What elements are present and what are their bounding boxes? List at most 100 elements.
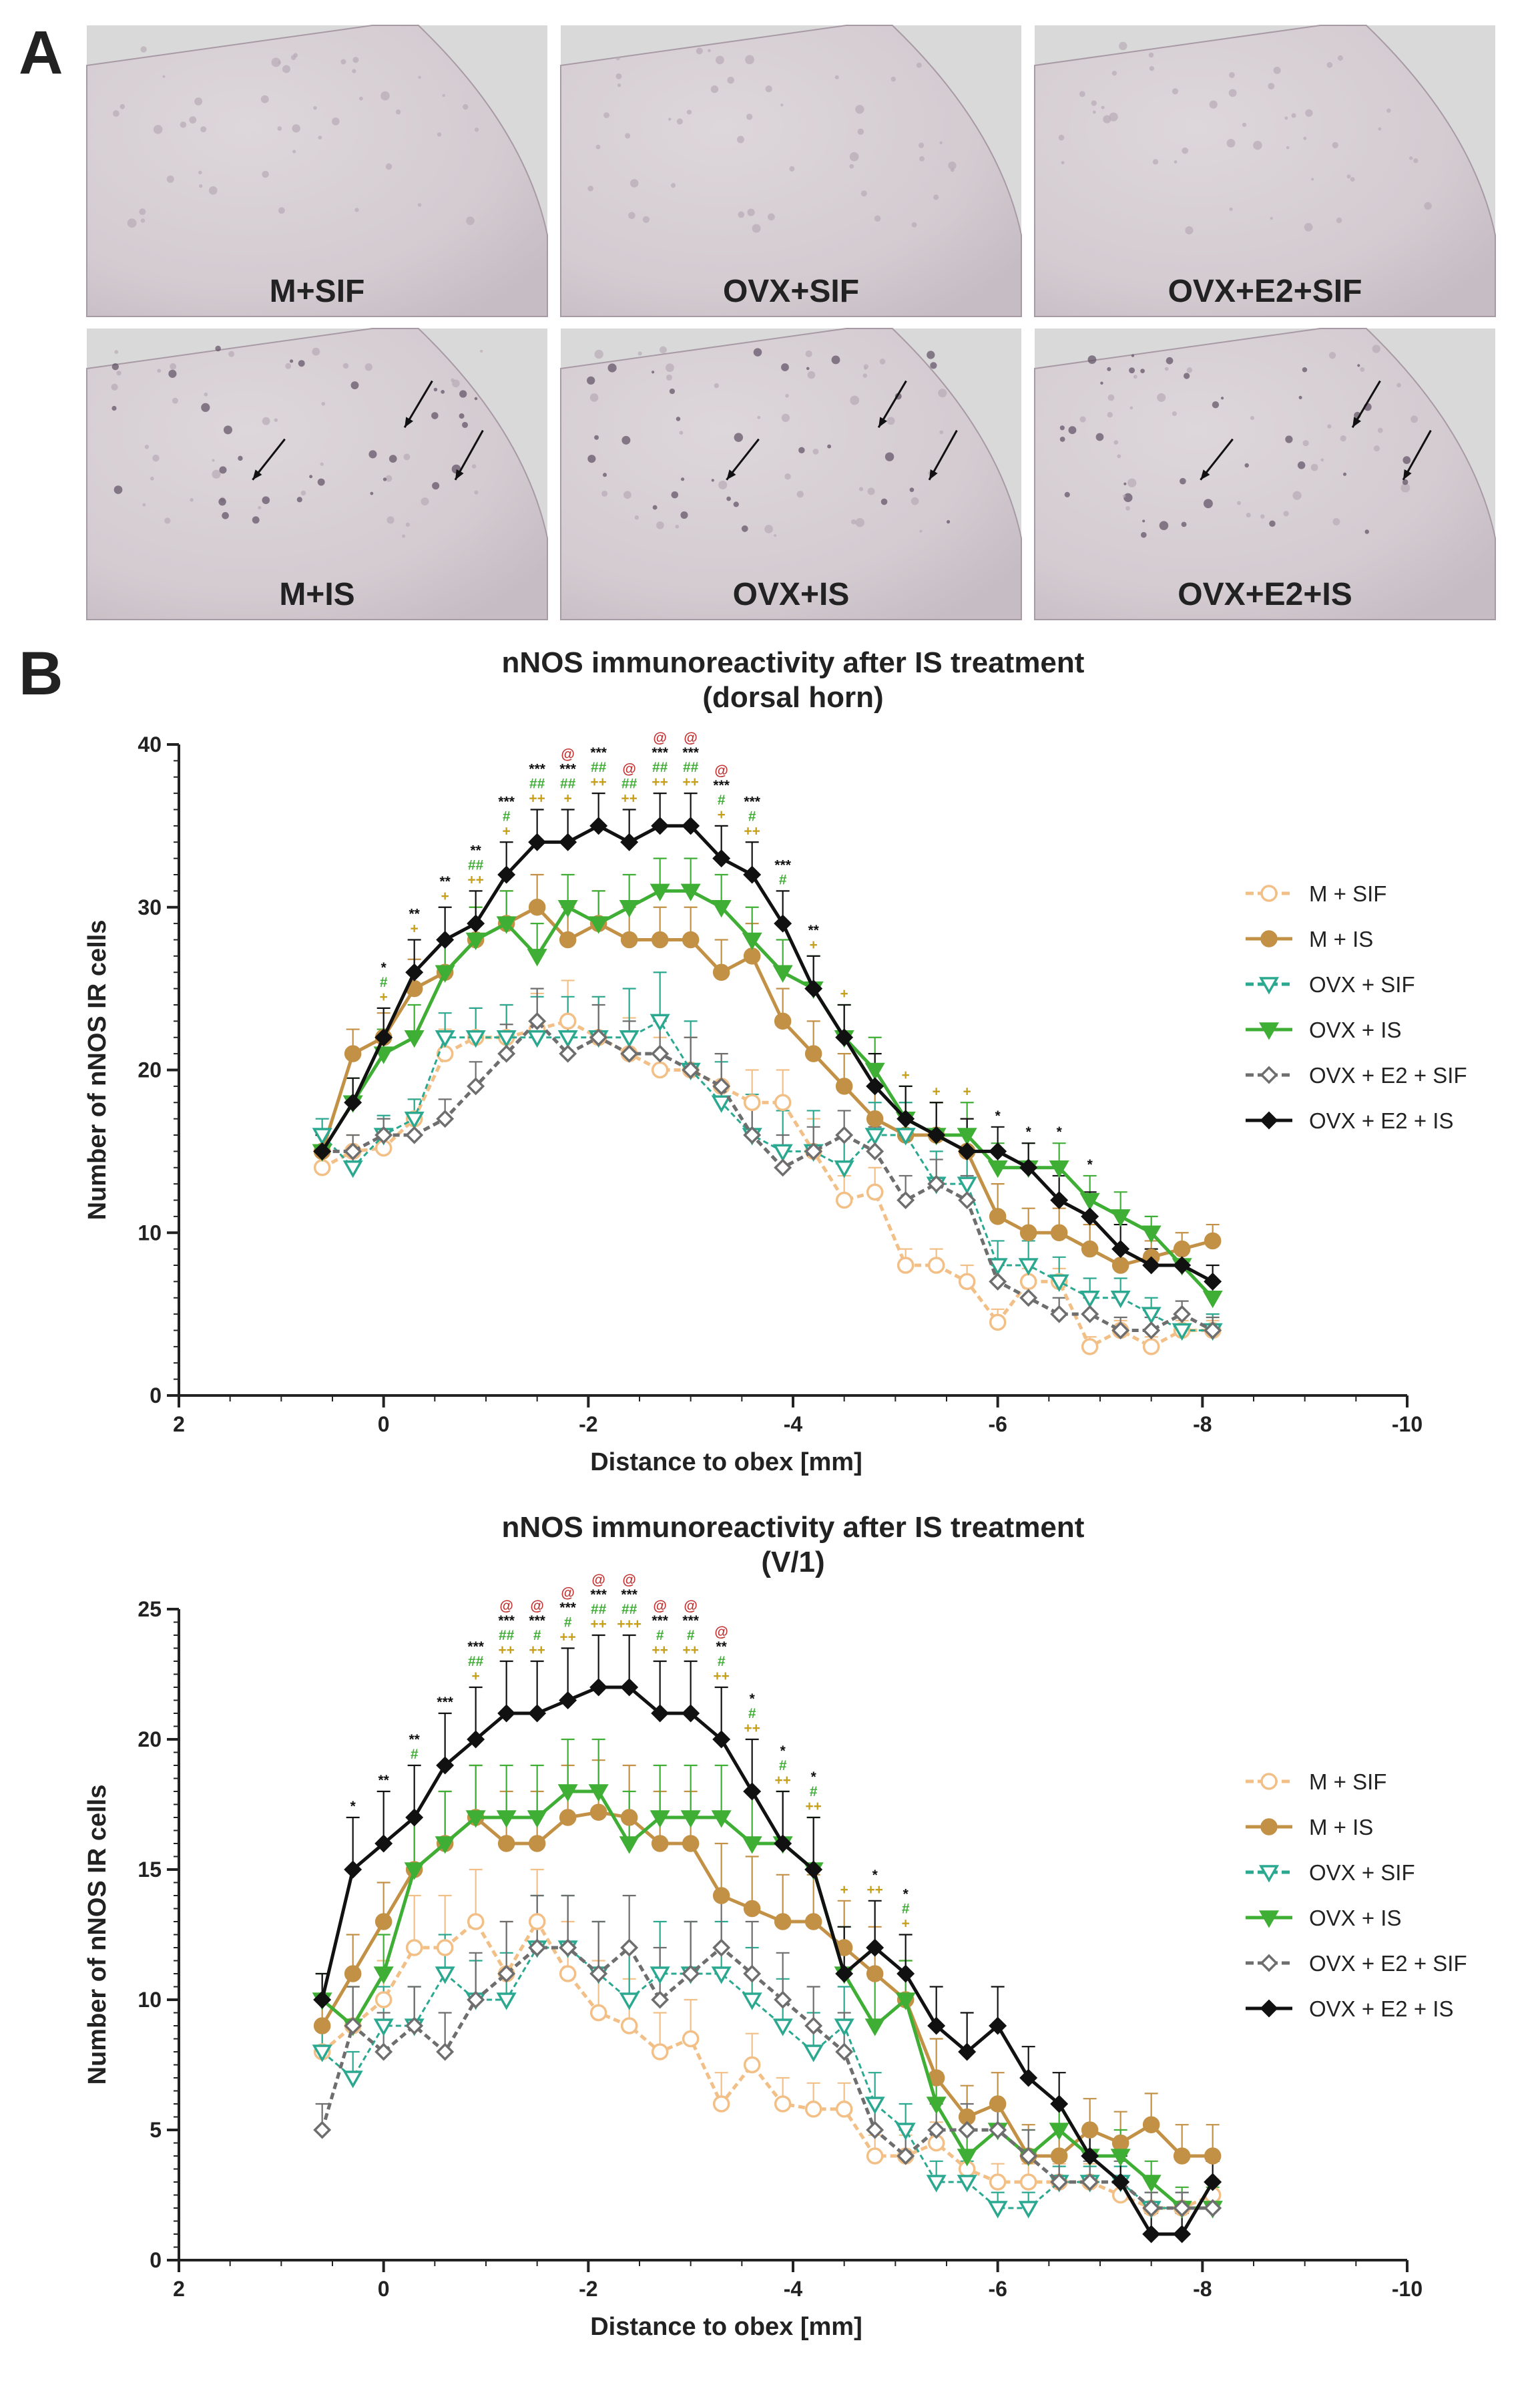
data-point bbox=[772, 965, 793, 983]
data-point bbox=[1018, 1258, 1039, 1276]
stained-cell bbox=[1373, 445, 1380, 452]
series-line-ovx-e2-sif bbox=[322, 1019, 1214, 1332]
data-point bbox=[344, 1860, 362, 1879]
stained-cell bbox=[587, 186, 593, 192]
stained-cell bbox=[806, 367, 810, 371]
data-point bbox=[619, 1030, 639, 1048]
stained-cell bbox=[162, 75, 166, 78]
stained-cell bbox=[1203, 499, 1213, 509]
stained-cell bbox=[1402, 456, 1411, 464]
stained-cell bbox=[634, 515, 639, 520]
data-point bbox=[835, 2042, 854, 2061]
micrograph-ovx-is: OVX+IS bbox=[560, 328, 1022, 620]
stained-cell bbox=[933, 194, 939, 200]
stained-cell bbox=[1302, 440, 1309, 447]
data-point bbox=[1019, 2147, 1038, 2165]
stained-cell bbox=[164, 517, 171, 524]
significance-mark: + bbox=[963, 1084, 971, 1099]
stained-cell bbox=[352, 69, 356, 73]
significance-mark: # bbox=[748, 1706, 756, 1721]
stained-cell bbox=[796, 491, 804, 498]
significance-mark: @ bbox=[499, 1598, 513, 1614]
legend-label: M + IS bbox=[1309, 927, 1373, 951]
stained-cell bbox=[727, 76, 735, 84]
data-point bbox=[559, 1965, 577, 1982]
stained-cell bbox=[1310, 463, 1318, 471]
data-point bbox=[1142, 1256, 1161, 1275]
series-line-m-sif bbox=[321, 1019, 1213, 1349]
data-point bbox=[743, 947, 761, 965]
series-line-m-sif bbox=[321, 1920, 1214, 2210]
data-point bbox=[528, 1913, 546, 1930]
stained-cell bbox=[916, 62, 922, 68]
data-point bbox=[651, 931, 669, 949]
significance-mark: * bbox=[995, 1108, 1001, 1124]
data-point bbox=[711, 1095, 732, 1113]
stained-cell bbox=[656, 521, 664, 529]
data-point bbox=[619, 1836, 639, 1854]
data-point bbox=[650, 883, 670, 901]
data-point bbox=[1050, 1224, 1068, 1241]
significance-mark: *** bbox=[652, 1613, 668, 1628]
x-tick-label: -6 bbox=[988, 1412, 1007, 1436]
stained-cell bbox=[1291, 113, 1296, 118]
data-point bbox=[344, 1965, 362, 1982]
stained-cell bbox=[1305, 109, 1313, 117]
stained-cell bbox=[1107, 367, 1111, 371]
data-point bbox=[712, 1938, 731, 1957]
data-point bbox=[834, 1160, 854, 1178]
stained-cell bbox=[189, 116, 197, 124]
arrow-head-icon bbox=[405, 417, 413, 428]
data-point bbox=[1173, 1240, 1191, 1258]
data-point bbox=[866, 1110, 884, 1128]
data-point bbox=[804, 2101, 822, 2118]
significance-mark: ++ bbox=[467, 872, 484, 887]
stained-cell bbox=[686, 110, 692, 115]
data-point bbox=[497, 865, 516, 884]
data-point bbox=[743, 1782, 762, 1801]
legend-label: M + SIF bbox=[1309, 881, 1386, 906]
data-point bbox=[1049, 2123, 1069, 2141]
data-point bbox=[620, 1044, 639, 1063]
stained-cell bbox=[418, 75, 421, 79]
stained-cell bbox=[1164, 367, 1169, 371]
data-point bbox=[620, 1809, 638, 1826]
stained-cell bbox=[855, 517, 864, 527]
significance-mark: + bbox=[503, 823, 511, 839]
data-point bbox=[957, 2175, 977, 2193]
x-tick-label: -4 bbox=[784, 1412, 803, 1436]
stained-cell bbox=[1058, 134, 1065, 141]
significance-mark: ## bbox=[591, 760, 607, 775]
data-point bbox=[528, 833, 547, 851]
stained-cell bbox=[200, 126, 207, 133]
data-point bbox=[1081, 1305, 1099, 1323]
stained-cell bbox=[1159, 521, 1169, 530]
stained-cell bbox=[880, 498, 888, 505]
data-point bbox=[557, 900, 578, 918]
stained-cell bbox=[180, 122, 187, 128]
stained-cell bbox=[1212, 401, 1220, 409]
stained-cell bbox=[1260, 514, 1265, 519]
stained-cell bbox=[1172, 88, 1179, 95]
data-point bbox=[682, 931, 700, 949]
legend-item-ovx-e2-sif: OVX + E2 + SIF bbox=[1246, 1951, 1467, 1976]
y-tick-label: 25 bbox=[138, 1597, 162, 1621]
stained-cell bbox=[1402, 479, 1408, 485]
stained-cell bbox=[332, 118, 340, 126]
series-line-ovx-is bbox=[321, 1789, 1213, 2210]
stained-cell bbox=[1209, 100, 1218, 109]
stained-cell bbox=[711, 479, 714, 482]
stained-cell bbox=[1152, 159, 1159, 165]
stained-cell bbox=[223, 425, 232, 435]
stained-cell bbox=[621, 435, 631, 445]
data-point bbox=[957, 2149, 977, 2167]
series-line-ovx-e2-is bbox=[320, 1685, 1214, 2236]
significance-mark: ++ bbox=[529, 1643, 545, 1658]
y-tick-label: 40 bbox=[138, 732, 162, 756]
stained-cell bbox=[884, 452, 894, 461]
stained-cell bbox=[774, 533, 777, 537]
stained-cell bbox=[587, 376, 595, 385]
stained-cell bbox=[746, 114, 753, 120]
stained-cell bbox=[1122, 494, 1126, 498]
stained-cell bbox=[313, 105, 317, 110]
